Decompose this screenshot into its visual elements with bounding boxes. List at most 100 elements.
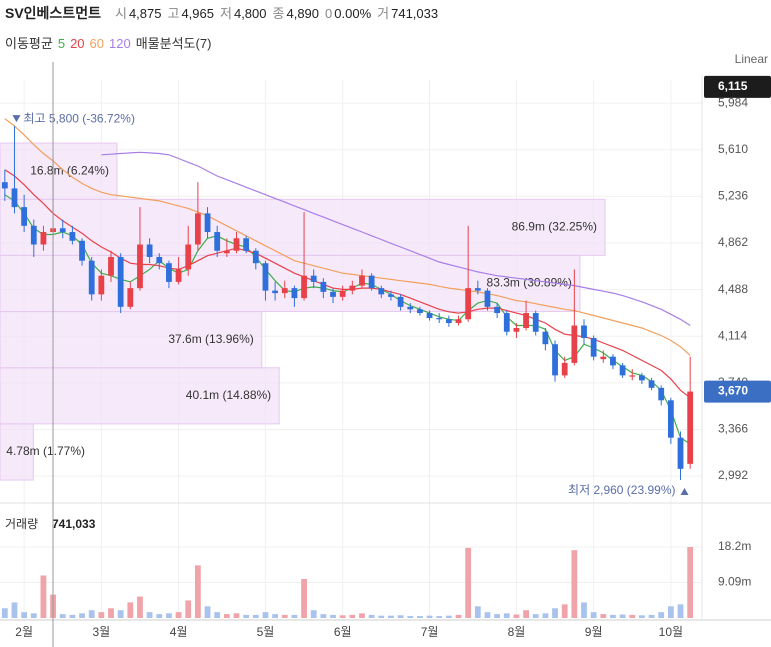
volume-bar	[426, 615, 433, 618]
legend-entry: 120	[109, 36, 131, 51]
candle-body	[388, 294, 394, 297]
ma-line	[101, 151, 691, 327]
volume-bar	[320, 614, 327, 618]
x-tick-label: 10월	[659, 625, 683, 639]
profile-bar	[0, 423, 34, 481]
volume-bar	[11, 602, 18, 618]
scale-mode: Linear	[735, 52, 768, 66]
high-annotation: 최고 5,800 (-36.72%)	[23, 111, 134, 125]
header-value: 4,965	[181, 6, 214, 21]
volume-bar	[445, 615, 452, 618]
volume-bar	[667, 606, 674, 618]
candle-body	[262, 263, 269, 291]
candle-body	[619, 365, 626, 376]
y-tick-label: 5,610	[718, 142, 748, 156]
ma-label: 이동평균	[5, 36, 53, 51]
candle-body	[368, 275, 375, 289]
header-value: 4,800	[233, 6, 267, 21]
volume-bars	[1, 547, 694, 618]
volume-bar	[252, 614, 259, 618]
volume-bar	[204, 606, 211, 618]
candle-body	[590, 337, 597, 357]
candle-body	[69, 232, 76, 241]
candle-body	[639, 375, 645, 381]
candle-body	[252, 250, 259, 264]
volume-bar	[291, 614, 298, 618]
candle-body	[194, 213, 201, 245]
candle-body	[79, 240, 85, 261]
y-tick-label: 3,366	[718, 422, 748, 436]
volume-bar	[194, 565, 201, 618]
volume-bar	[561, 604, 568, 618]
candle-body	[571, 325, 578, 363]
legend-entry: 5	[57, 36, 66, 51]
volume-bar	[523, 610, 529, 618]
volume-bar	[436, 616, 443, 618]
candle-body	[21, 207, 28, 226]
volume-bar	[330, 614, 336, 618]
candle-body	[243, 238, 250, 251]
volume-bar	[146, 612, 153, 618]
volume-bar	[69, 614, 76, 618]
volume-bar	[30, 613, 37, 618]
volume-bar	[243, 614, 250, 618]
volume-bar	[185, 600, 192, 618]
volume-bar	[581, 602, 587, 618]
candle-body	[667, 400, 674, 438]
candle-body	[204, 213, 211, 233]
header: SV인베스트먼트 시 4,875 고 4,965 저 4,800 종 4,890 0 0.00% 거 7…	[5, 3, 438, 23]
volume-bar	[629, 614, 636, 618]
volume-bar	[214, 612, 221, 618]
y-tick-label: 4,862	[718, 235, 748, 249]
candle-body	[581, 325, 587, 338]
volume-bar	[175, 612, 182, 618]
header-value: 741,033	[391, 6, 439, 21]
x-tick-label: 3월	[92, 625, 110, 639]
header-value: 4,875	[128, 6, 162, 21]
volume-bar	[465, 547, 472, 618]
candle-body	[185, 244, 192, 270]
candle-body	[532, 313, 539, 332]
y-tick-label: 2,992	[718, 468, 748, 482]
candle-body	[214, 232, 221, 251]
candle-body	[513, 328, 520, 332]
price-badge-label: 3,670	[718, 384, 748, 398]
candle-body	[494, 306, 501, 314]
profile-label: 37.6m (13.96%)	[168, 332, 253, 346]
profile-label: 매물분석도(7)	[135, 36, 212, 51]
volume-bar	[233, 613, 240, 618]
volume-bar	[378, 615, 385, 618]
volume-bar	[648, 614, 655, 618]
volume-bar	[494, 614, 501, 618]
x-tick-label: 7월	[421, 625, 439, 639]
ma-line	[4, 118, 691, 356]
legend-entry: 20	[70, 36, 85, 51]
volume-bar	[552, 608, 558, 618]
profile-label: 4.78m (1.77%)	[6, 444, 85, 458]
candle-body	[349, 285, 356, 291]
volume-bar	[137, 596, 143, 618]
candle-body	[677, 437, 684, 469]
candle-body	[397, 296, 404, 307]
volume-profile: 4.78m (1.77%) 40.1m (14.88%) 37.6m (13.96%…	[0, 142, 606, 481]
low-annotation: 최저 2,960 (23.99%)	[568, 483, 675, 497]
candle-body	[117, 256, 124, 307]
volume-bar	[619, 614, 626, 618]
price-badge	[704, 380, 771, 403]
volume-bar	[262, 612, 269, 618]
candle-body	[156, 256, 163, 264]
candle-body	[426, 313, 433, 319]
candles	[1, 126, 694, 481]
candle-body	[310, 275, 317, 282]
candle-body	[542, 331, 549, 345]
candle-body	[407, 306, 414, 310]
y-tick-label: 5,236	[718, 189, 748, 203]
header-value: 0.00%	[334, 6, 372, 21]
candle-body	[359, 275, 365, 286]
candle-body	[146, 244, 153, 257]
x-tick-label: 4월	[170, 625, 188, 639]
profile-label: 16.8m (6.24%)	[30, 163, 109, 177]
candle-body	[98, 275, 105, 295]
